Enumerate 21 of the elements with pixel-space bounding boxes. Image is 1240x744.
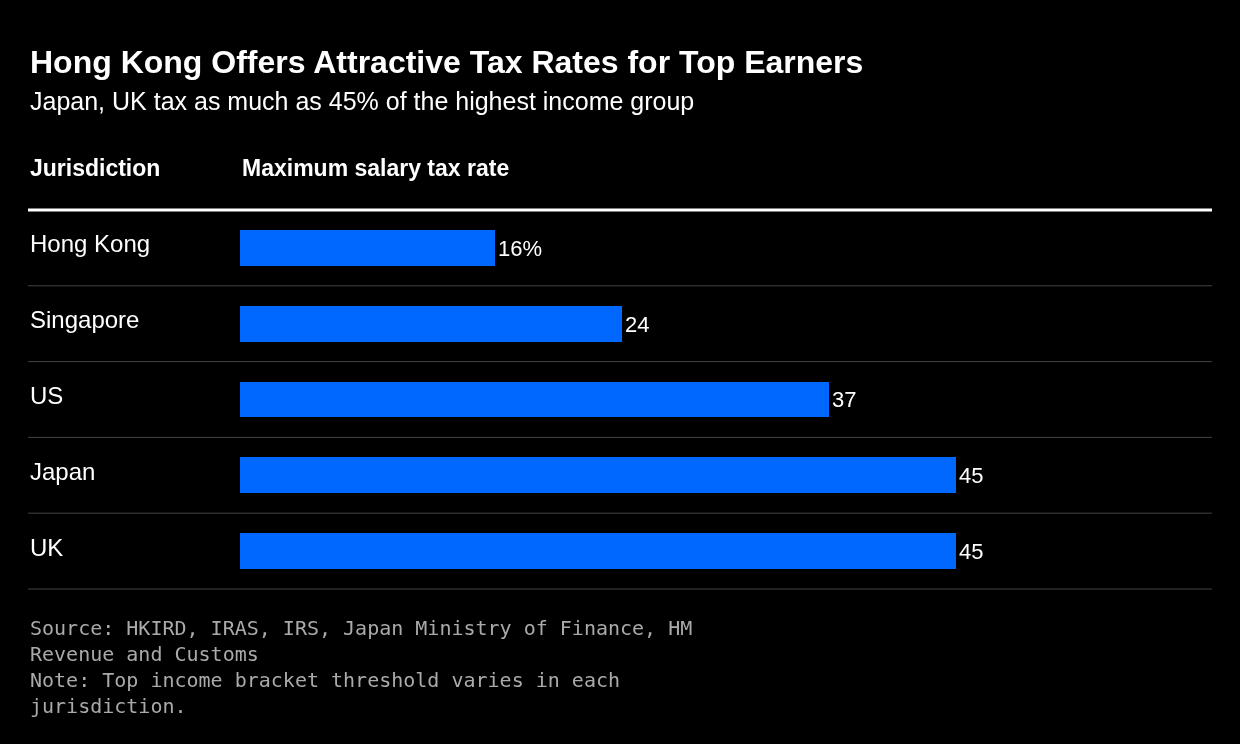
y-tick-label: Hong Kong — [30, 230, 151, 257]
chart-subtitle: Japan, UK tax as much as 45% of the highest income group — [30, 87, 695, 115]
y-tick-label: Singapore — [30, 306, 140, 333]
data-label: 24 — [625, 311, 650, 337]
bar — [240, 306, 622, 342]
data-label: 16% — [498, 235, 543, 261]
bar — [240, 230, 495, 266]
data-label: 45 — [959, 538, 984, 564]
text: Note: Top income bracket threshold varies in each jurisdiction. — [30, 668, 621, 718]
bar — [240, 382, 829, 417]
bar — [240, 457, 956, 493]
y-axis-title: Jurisdiction — [30, 155, 161, 181]
y-tick-label: Japan — [30, 458, 96, 485]
y-tick-label: US — [30, 382, 64, 409]
bar — [240, 533, 956, 569]
y-tick-label: UK — [30, 534, 64, 561]
data-label: 45 — [959, 462, 984, 488]
annotation: Source: HKIRD, IRAS, IRS, Japan Ministry of Finance, HM Revenue and Customs — [30, 616, 693, 666]
data-label: 37 — [832, 387, 857, 412]
x-axis-title: Maximum salary tax rate — [242, 155, 510, 181]
chart-title: Hong Kong Offers Attractive Tax Rates for Top Earners — [30, 44, 864, 80]
